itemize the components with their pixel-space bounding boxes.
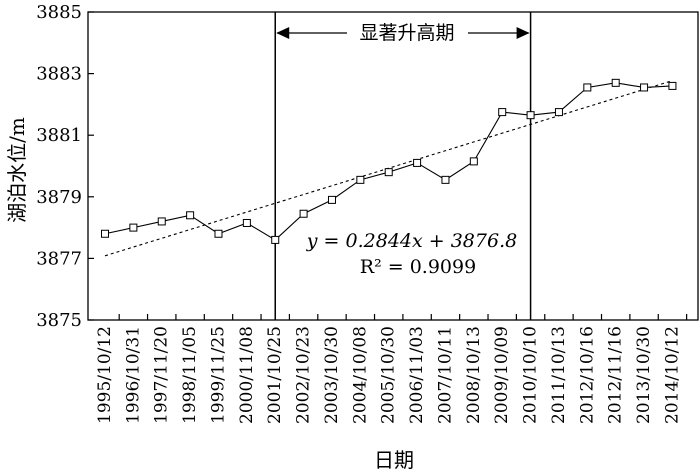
- arrowhead-right: [516, 27, 530, 39]
- y-ticks: 3875 3877 3879 3881 3883 3885: [36, 2, 94, 331]
- x-tick-label: 2011/10/13: [549, 326, 569, 424]
- x-tick-label: 1996/10/31: [123, 326, 143, 424]
- x-tick-label: 2004/10/08: [350, 326, 370, 424]
- x-tick-label: 2007/10/11: [435, 326, 455, 424]
- trend-r2: R² = 0.9099: [360, 256, 476, 278]
- data-point: [186, 211, 195, 220]
- y-tick-label: 3877: [36, 248, 82, 269]
- x-tick-label: 2008/10/13: [464, 326, 484, 424]
- x-tick-label: 2002/10/23: [294, 326, 314, 424]
- data-point: [441, 175, 450, 184]
- trend-equation: y = 0.2844x + 3876.8: [306, 230, 517, 252]
- x-tick-label: 1997/11/20: [152, 326, 172, 424]
- data-point: [129, 223, 138, 232]
- y-tick-label: 3885: [36, 2, 82, 23]
- data-point: [668, 81, 677, 90]
- data-point: [384, 168, 393, 177]
- data-point: [640, 83, 649, 92]
- data-point: [356, 175, 365, 184]
- x-tick-label: 2009/10/09: [492, 326, 512, 424]
- period-lines: [274, 12, 532, 320]
- x-tick-label: 2001/10/25: [265, 326, 285, 424]
- y-tick-label: 3875: [36, 310, 82, 331]
- data-point: [526, 111, 535, 120]
- data-point: [101, 229, 109, 238]
- data-point: [611, 78, 620, 87]
- x-tick-label: 1999/11/25: [208, 326, 228, 424]
- data-point: [583, 83, 592, 92]
- data-point: [157, 217, 166, 226]
- x-tick-label: 2012/11/16: [606, 326, 626, 424]
- data-point: [299, 209, 308, 218]
- data-point: [413, 158, 422, 167]
- x-tick-label: 2006/11/03: [407, 326, 427, 424]
- data-point: [242, 218, 251, 227]
- x-tick-label: 2003/10/30: [322, 326, 342, 424]
- data-point: [498, 108, 507, 117]
- x-tick-label: 2012/10/16: [577, 326, 597, 424]
- period-annotation-label: 显著升高期: [359, 22, 454, 44]
- x-ticks: 1995/10/12 1996/10/31 1997/11/20 1998/11/05…: [95, 314, 688, 424]
- x-axis-label: 日期: [374, 448, 414, 472]
- x-tick-label: 2013/10/30: [634, 326, 654, 424]
- data-point: [554, 108, 563, 117]
- y-tick-label: 3883: [36, 64, 82, 85]
- x-tick-label: 1995/10/12: [95, 326, 115, 424]
- data-point: [327, 195, 336, 204]
- x-tick-label: 2000/11/08: [237, 326, 257, 424]
- x-tick-label: 1998/11/05: [180, 326, 200, 424]
- axes: [87, 11, 699, 321]
- series-markers: [101, 78, 677, 244]
- data-point: [271, 235, 280, 244]
- x-tick-label: 2005/10/30: [379, 326, 399, 424]
- y-axis-label: 湖泊水位/m: [5, 117, 29, 223]
- x-tick-label: 2010/10/10: [521, 326, 541, 424]
- plot-frame: [87, 11, 699, 321]
- y-tick-label: 3879: [36, 187, 82, 208]
- x-tick-label: 2014/10/12: [662, 326, 682, 424]
- y-tick-label: 3881: [36, 125, 82, 146]
- data-point: [214, 229, 223, 238]
- data-point: [469, 157, 478, 166]
- arrowhead-left: [276, 27, 290, 39]
